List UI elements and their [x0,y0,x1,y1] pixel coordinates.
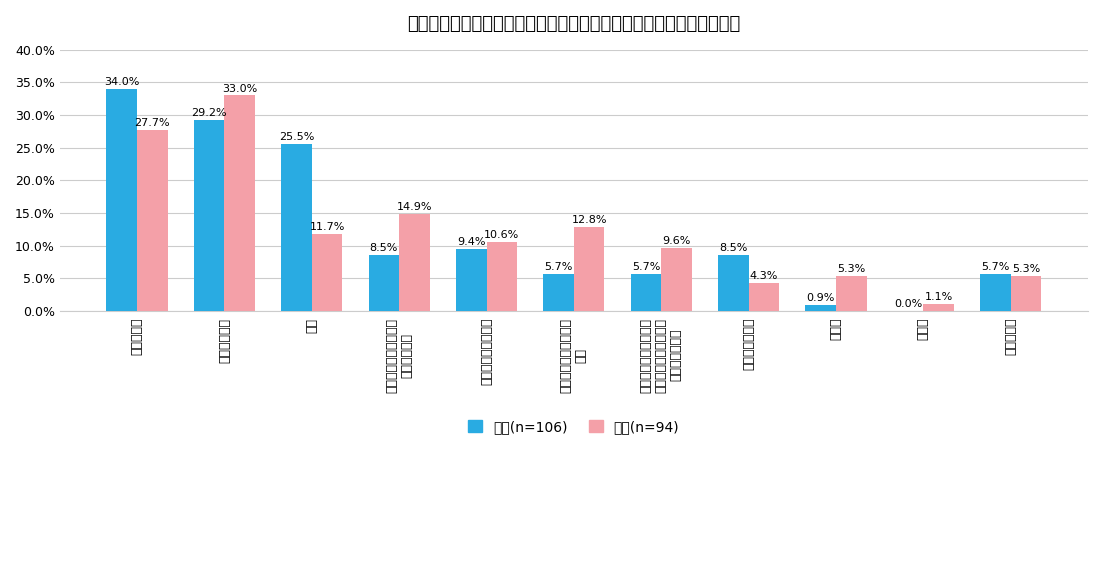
Text: 27.7%: 27.7% [135,118,170,128]
Bar [631,273,661,311]
Bar [137,130,168,311]
Bar [1010,276,1041,311]
Bar [224,95,255,311]
Bar [923,303,954,311]
Bar [368,255,399,311]
Bar [281,145,312,311]
Bar [749,282,779,311]
Bar [661,248,692,311]
Text: 12.8%: 12.8% [571,215,607,225]
Text: 5.7%: 5.7% [632,262,660,272]
Text: 10.6%: 10.6% [484,229,520,240]
Text: 9.4%: 9.4% [457,237,485,247]
Text: 4.3%: 4.3% [750,271,778,281]
Text: 29.2%: 29.2% [191,108,227,118]
Text: 9.6%: 9.6% [662,236,690,246]
Text: 8.5%: 8.5% [370,244,398,253]
Text: 33.0%: 33.0% [222,84,257,94]
Legend: 男性(n=106), 女性(n=94): 男性(n=106), 女性(n=94) [463,414,685,440]
Bar [486,242,517,311]
Text: 5.3%: 5.3% [837,264,866,274]
Bar [544,273,574,311]
Bar [574,227,604,311]
Text: 14.9%: 14.9% [397,202,432,212]
Bar [981,273,1010,311]
Text: 25.5%: 25.5% [279,132,314,142]
Bar [836,276,867,311]
Text: 1.1%: 1.1% [924,292,953,302]
Text: 0.9%: 0.9% [806,293,835,303]
Text: 8.5%: 8.5% [719,244,748,253]
Bar [312,234,342,311]
Title: 自分の名前は何を重視して付けたと聞いていますか？（複数選択可）: 自分の名前は何を重視して付けたと聞いていますか？（複数選択可） [407,15,740,33]
Bar [194,120,224,311]
Text: 34.0%: 34.0% [104,77,139,87]
Bar [399,214,430,311]
Bar [107,89,137,311]
Text: 11.7%: 11.7% [309,223,345,232]
Bar [456,249,486,311]
Text: 5.3%: 5.3% [1011,264,1040,274]
Bar [718,255,749,311]
Text: 5.7%: 5.7% [982,262,1009,272]
Text: 5.7%: 5.7% [545,262,572,272]
Text: 0.0%: 0.0% [893,299,922,309]
Bar [805,305,836,311]
